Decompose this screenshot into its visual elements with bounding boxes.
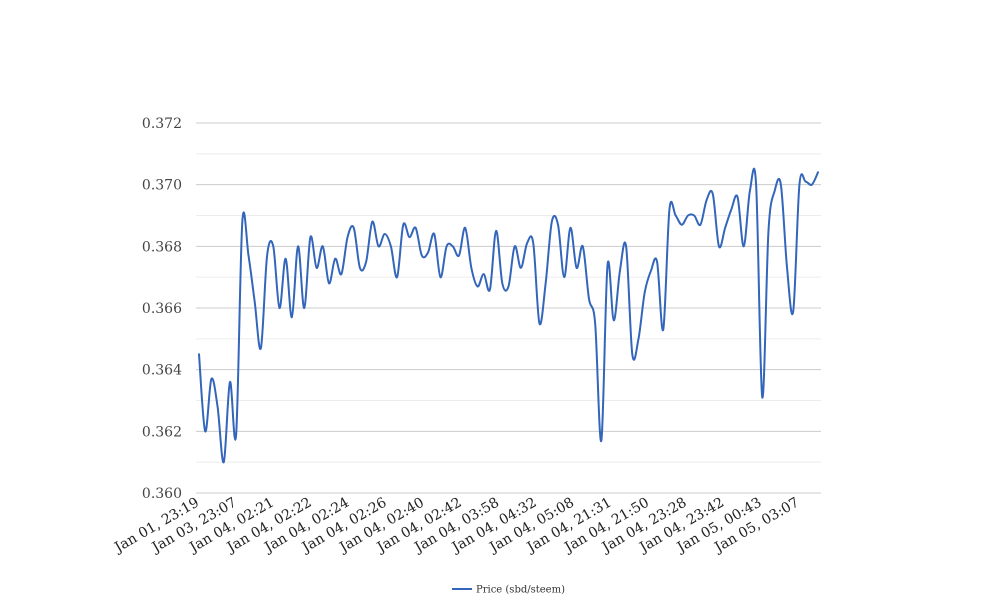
y-tick-label: 0.362 <box>142 424 182 440</box>
y-axis-ticks: 0.360 0.362 0.364 0.366 0.368 0.370 0.372 <box>142 116 182 502</box>
legend-label-price: Price (sbd/steem) <box>476 585 565 596</box>
series-line-price <box>198 167 819 464</box>
legend[interactable]: Price (sbd/steem) <box>452 585 565 596</box>
grid-lines <box>196 122 821 494</box>
y-tick-label: 0.364 <box>142 363 182 379</box>
y-tick-label: 0.366 <box>142 301 182 317</box>
y-tick-label: 0.372 <box>142 116 182 132</box>
y-tick-label: 0.370 <box>142 178 182 194</box>
y-tick-label: 0.360 <box>142 486 182 502</box>
series-lines <box>198 167 819 464</box>
y-tick-label: 0.368 <box>142 239 182 255</box>
